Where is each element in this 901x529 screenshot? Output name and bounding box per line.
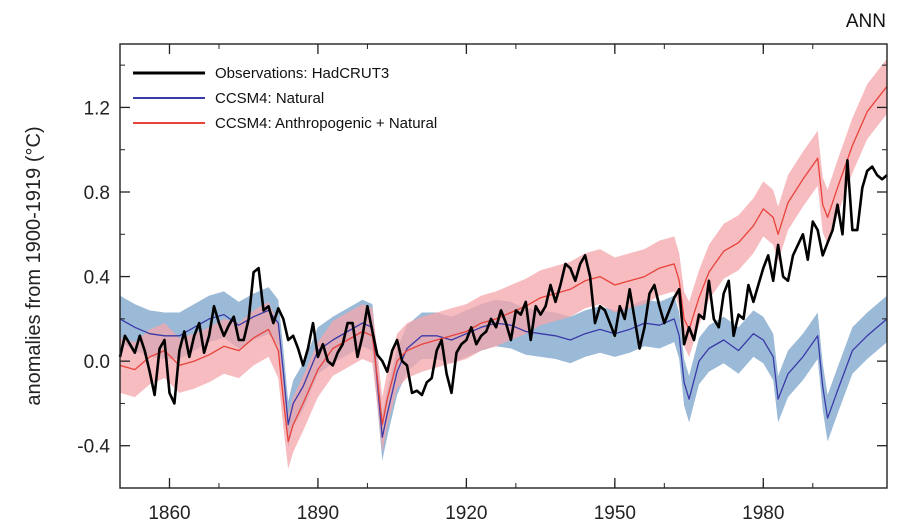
y-axis: -0.4 0.0 0.4 0.8 1.2 bbox=[77, 64, 887, 489]
observations-line bbox=[118, 159, 888, 405]
natural-line bbox=[119, 309, 888, 438]
legend-natural-label: CCSM4: Natural bbox=[215, 90, 324, 107]
x-tick-label: 1950 bbox=[594, 503, 636, 524]
y-tick-label: 0.0 bbox=[84, 352, 110, 373]
y-tick-label: 1.2 bbox=[84, 98, 110, 119]
y-axis-title: anomalies from 1900-1919 (°C) bbox=[23, 126, 45, 405]
series-lines bbox=[118, 85, 888, 443]
x-tick-label: 1860 bbox=[148, 503, 190, 524]
x-tick-label: 1890 bbox=[297, 503, 339, 524]
legend-observations-label: Observations: HadCRUT3 bbox=[215, 65, 389, 82]
plot-frame bbox=[119, 43, 888, 489]
corner-label: ANN bbox=[846, 11, 886, 32]
y-tick-label: -0.4 bbox=[77, 437, 110, 458]
x-axis: 1860 1890 1920 1950 1980 bbox=[148, 44, 814, 524]
y-tick-label: 0.8 bbox=[84, 183, 110, 204]
legend: Observations: HadCRUT3 CCSM4: Natural CCSM… bbox=[133, 65, 437, 132]
x-tick-label: 1920 bbox=[445, 503, 487, 524]
x-tick-label: 1980 bbox=[742, 503, 784, 524]
anthro-line bbox=[119, 85, 888, 443]
legend-anthro-label: CCSM4: Anthropogenic + Natural bbox=[215, 115, 437, 132]
y-tick-label: 0.4 bbox=[84, 268, 111, 289]
